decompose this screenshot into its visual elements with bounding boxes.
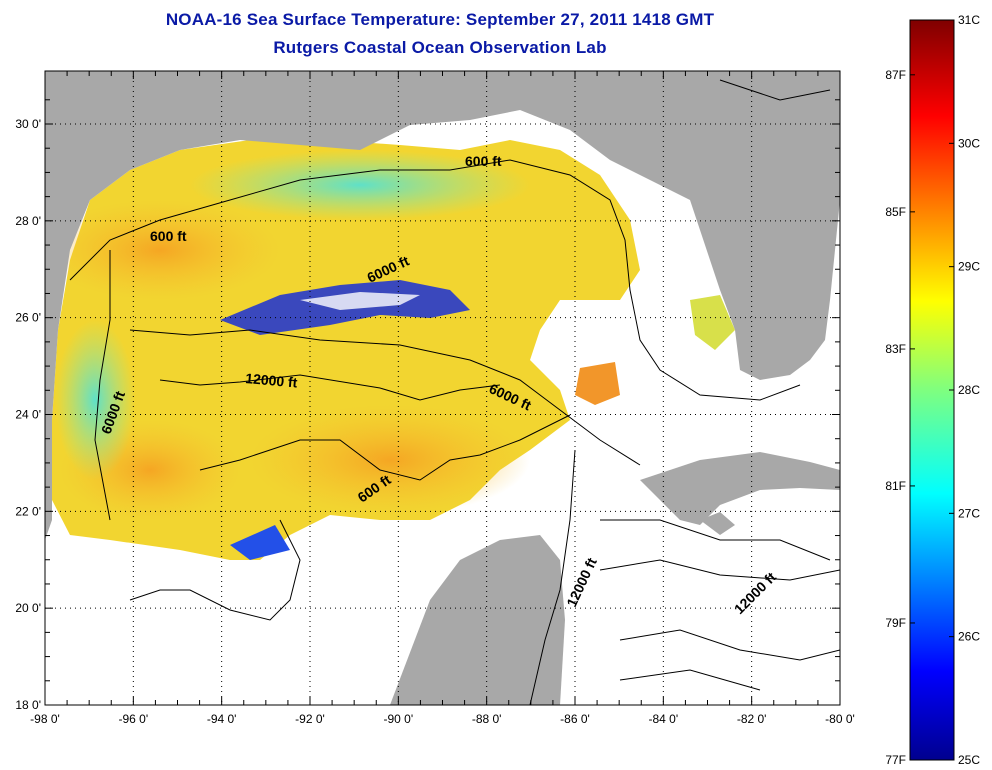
- lon-label: -80 0': [825, 712, 855, 726]
- lat-label: 28 0': [15, 214, 41, 228]
- contour-label-600-north: 600 ft: [465, 153, 502, 169]
- lat-label: 20 0': [15, 601, 41, 615]
- lat-label: 18 0': [15, 698, 41, 712]
- colorbar-celsius-label: 26C: [958, 630, 980, 644]
- colorbar-celsius-labels: 31C 30C 29C 28C 27C 26C 25C: [958, 13, 980, 767]
- warm-patch-south: [250, 405, 530, 515]
- lon-label: -86 0': [560, 712, 590, 726]
- colorbar-celsius-label: 30C: [958, 136, 980, 150]
- lon-label: -82 0': [737, 712, 767, 726]
- lon-label: -94 0': [207, 712, 237, 726]
- colorbar-fahrenheit-label: 79F: [885, 616, 906, 630]
- latitude-labels: 30 0' 28 0' 26 0' 24 0' 22 0' 20 0' 18 0': [15, 117, 41, 712]
- colorbar-celsius-label: 25C: [958, 753, 980, 767]
- lon-label: -92 0': [295, 712, 325, 726]
- cloud-streak: [300, 292, 420, 310]
- lon-label: -88 0': [472, 712, 502, 726]
- patch-florida-shelf: [690, 295, 735, 350]
- colorbar: [909, 19, 955, 761]
- colorbar-celsius-label: 29C: [958, 260, 980, 274]
- axis-ticks: [44, 71, 841, 706]
- warm-spot-loop: [575, 362, 620, 405]
- lon-label: -84 0': [649, 712, 679, 726]
- colorbar-celsius-label: 31C: [958, 13, 980, 27]
- colorbar-fahrenheit-labels: 87F 85F 83F 81F 79F 77F: [885, 68, 906, 767]
- lat-label: 22 0': [15, 504, 41, 518]
- map-title: NOAA-16 Sea Surface Temperature: Septemb…: [165, 10, 715, 29]
- graticule: [45, 71, 840, 705]
- contour-label-600-west: 600 ft: [150, 228, 187, 244]
- colorbar-fahrenheit-label: 83F: [885, 342, 906, 356]
- colorbar-celsius-label: 28C: [958, 383, 980, 397]
- map-subtitle: Rutgers Coastal Ocean Observation Lab: [273, 38, 607, 57]
- longitude-labels: -98 0' -96 0' -94 0' -92 0' -90 0' -88 0' -86 …: [30, 712, 855, 726]
- colorbar-fahrenheit-label: 81F: [885, 479, 906, 493]
- lat-label: 24 0': [15, 408, 41, 422]
- land-masses: [45, 71, 840, 705]
- lon-label: -98 0': [30, 712, 60, 726]
- lat-label: 30 0': [15, 117, 41, 131]
- colorbar-celsius-label: 27C: [958, 506, 980, 520]
- contour-label-12000-center: 12000 ft: [245, 370, 299, 391]
- cool-band: [190, 150, 530, 220]
- cold-spot-south: [230, 525, 290, 560]
- lon-label: -90 0': [384, 712, 414, 726]
- colorbar-fahrenheit-label: 77F: [885, 753, 906, 767]
- colorbar-fahrenheit-label: 87F: [885, 68, 906, 82]
- cool-patch-west: [55, 320, 135, 480]
- lat-label: 26 0': [15, 311, 41, 325]
- warm-patch-west: [45, 200, 280, 300]
- bathymetry-contours: [69, 79, 840, 705]
- colorbar-ticks: [910, 19, 954, 761]
- colorbar-fahrenheit-label: 85F: [885, 205, 906, 219]
- lon-label: -96 0': [119, 712, 149, 726]
